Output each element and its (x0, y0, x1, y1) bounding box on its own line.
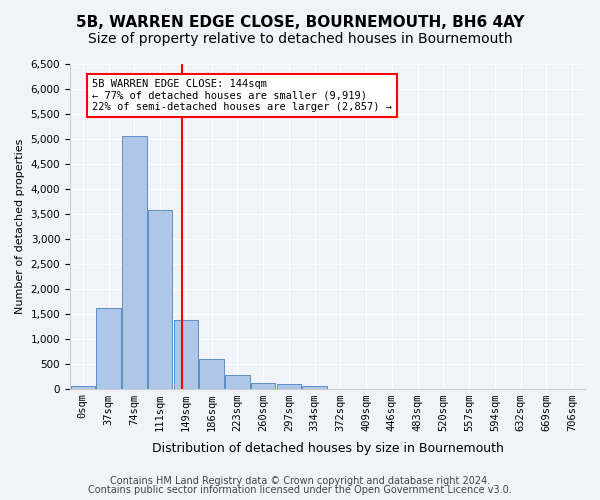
Bar (251, 382, 275, 388)
Bar (277, 384, 301, 388)
Bar (97, 308, 121, 388)
Text: 5B WARREN EDGE CLOSE: 144sqm
← 77% of detached houses are smaller (9,919)
22% of: 5B WARREN EDGE CLOSE: 144sqm ← 77% of de… (92, 79, 392, 112)
Text: 5B, WARREN EDGE CLOSE, BOURNEMOUTH, BH6 4AY: 5B, WARREN EDGE CLOSE, BOURNEMOUTH, BH6 … (76, 15, 524, 30)
X-axis label: Distribution of detached houses by size in Bournemouth: Distribution of detached houses by size … (152, 442, 503, 455)
Bar (225, 375, 250, 388)
Bar (173, 320, 198, 388)
Bar (302, 386, 327, 388)
Bar (122, 136, 146, 388)
Text: Contains HM Land Registry data © Crown copyright and database right 2024.: Contains HM Land Registry data © Crown c… (110, 476, 490, 486)
Y-axis label: Number of detached properties: Number of detached properties (15, 138, 25, 314)
Text: Size of property relative to detached houses in Bournemouth: Size of property relative to detached ho… (88, 32, 512, 46)
Text: Contains public sector information licensed under the Open Government Licence v3: Contains public sector information licen… (88, 485, 512, 495)
Bar (199, 358, 224, 388)
Bar (71, 386, 95, 388)
Bar (148, 210, 172, 388)
